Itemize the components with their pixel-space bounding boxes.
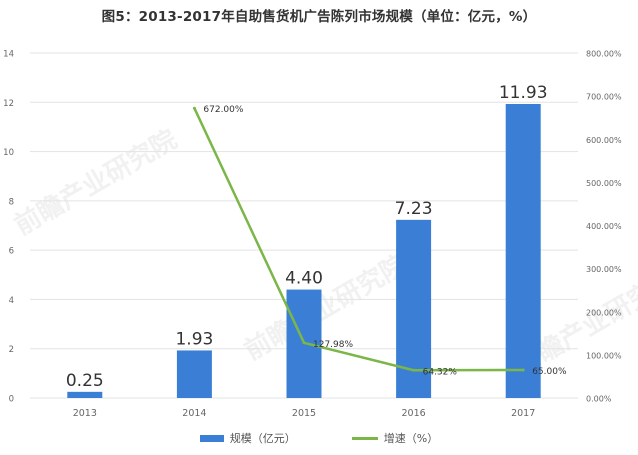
y-left-tick-label: 14 (3, 50, 14, 60)
y-right-tick-label: 800.00% (586, 50, 622, 59)
line-series (192, 106, 525, 372)
bar-data-label: 7.23 (395, 199, 433, 219)
y-right-tick-label: 0.00% (586, 395, 612, 404)
legend-item-bar: 规模（亿元） (199, 430, 296, 446)
bar-series (67, 104, 541, 398)
growth-line (193, 107, 524, 372)
line-data-label: 672.00% (203, 105, 243, 115)
x-tick-label: 2017 (511, 408, 535, 419)
bar-data-label: 11.93 (499, 83, 548, 103)
y-left-tick-label: 0 (9, 395, 14, 405)
watermark-text: 前瞻产业研究院 (9, 124, 182, 242)
line-point (192, 106, 196, 110)
y-right-tick-label: 700.00% (586, 93, 622, 102)
line-point (412, 368, 416, 372)
axis-labels: 0 2 4 6 8 10 12 14 0.00% 100.00% 200.00% 300.00% 400… (3, 50, 622, 420)
bar (67, 391, 103, 398)
bar (176, 350, 212, 398)
x-tick-label: 2014 (182, 408, 206, 419)
y-right-tick-label: 300.00% (586, 265, 622, 274)
legend-line-swatch (351, 436, 378, 440)
legend-bar-swatch (199, 434, 224, 442)
line-data-label: 65.00% (532, 367, 567, 377)
line-point (521, 368, 525, 372)
chart-title: 图5：2013-2017年自助售货机广告陈列市场规模（单位：亿元，%） (101, 9, 537, 25)
bar-data-label: 1.93 (175, 329, 213, 349)
y-left-tick-label: 6 (9, 247, 14, 257)
data-labels: 0.25 1.93 4.40 7.23 11.93 672.00% 127.98% 64.32… (66, 83, 567, 391)
y-left-tick-label: 10 (3, 148, 14, 158)
x-tick-label: 2015 (292, 408, 316, 419)
legend-bar-label: 规模（亿元） (229, 432, 296, 445)
bar-data-label: 0.25 (66, 371, 104, 391)
legend-item-line: 增速（%） (351, 430, 439, 446)
line-data-label: 64.32% (423, 367, 458, 377)
y-right-tick-label: 100.00% (586, 351, 622, 360)
legend: 规模（亿元） 增速（%） (0, 430, 638, 446)
y-left-tick-label: 2 (9, 345, 14, 355)
bar-data-label: 4.40 (285, 269, 323, 289)
y-right-tick-label: 600.00% (586, 136, 622, 145)
y-right-tick-label: 200.00% (586, 308, 622, 317)
y-left-tick-label: 12 (3, 99, 14, 109)
y-left-tick-label: 8 (9, 197, 14, 207)
x-tick-label: 2016 (402, 408, 426, 419)
y-left-tick-label: 4 (9, 296, 14, 306)
bar (505, 104, 541, 398)
x-tick-label: 2013 (73, 408, 97, 419)
line-point (302, 341, 306, 345)
line-data-label: 127.98% (313, 340, 353, 350)
y-right-tick-label: 400.00% (586, 222, 622, 231)
legend-line-label: 增速（%） (383, 432, 439, 445)
y-right-tick-label: 500.00% (586, 179, 622, 188)
